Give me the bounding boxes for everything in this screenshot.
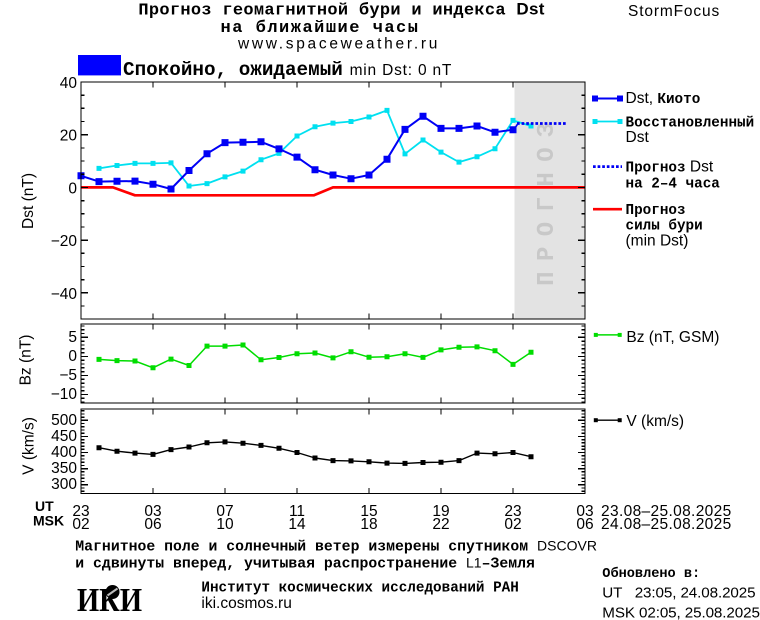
svg-text:на ближайшие часы: на ближайшие часы <box>221 19 420 38</box>
svg-text:03: 03 <box>576 503 593 520</box>
svg-text:www.spaceweather.ru: www.spaceweather.ru <box>237 36 440 53</box>
svg-text:450: 450 <box>51 428 77 445</box>
svg-text:Прогноз: Прогноз <box>626 203 686 219</box>
svg-text:−10: −10 <box>51 386 78 403</box>
svg-text:23.08–25.08.2025: 23.08–25.08.2025 <box>601 503 732 520</box>
svg-text:23: 23 <box>72 503 89 520</box>
svg-text:ПРОГНОЗ: ПРОГНОЗ <box>534 112 561 286</box>
svg-text:400: 400 <box>51 444 77 461</box>
svg-text:min Dst: 0 nT: min Dst: 0 nT <box>350 62 453 79</box>
svg-text:−40: −40 <box>51 286 78 303</box>
svg-text:Прогноз Dst: Прогноз Dst <box>626 159 714 177</box>
svg-text:MSK 02:05, 25.08.2025: MSK 02:05, 25.08.2025 <box>602 604 760 620</box>
svg-text:Спокойно, ожидаемый: Спокойно, ожидаемый <box>123 59 343 81</box>
svg-text:на 2–4 часа: на 2–4 часа <box>626 177 721 193</box>
svg-text:350: 350 <box>51 460 77 477</box>
svg-text:18: 18 <box>360 516 377 533</box>
svg-text:500: 500 <box>51 412 77 429</box>
svg-text:−20: −20 <box>51 233 78 250</box>
svg-text:Восстановленный: Восстановленный <box>626 115 755 131</box>
svg-text:300: 300 <box>51 476 77 493</box>
svg-text:02: 02 <box>72 516 89 533</box>
svg-text:V (km/s): V (km/s) <box>626 413 684 430</box>
svg-text:MSK: MSK <box>33 513 64 529</box>
svg-text:15: 15 <box>360 503 377 520</box>
svg-text:Dst (nT): Dst (nT) <box>20 173 37 229</box>
svg-text:Bz (nT, GSM): Bz (nT, GSM) <box>626 329 719 346</box>
svg-text:19: 19 <box>432 503 449 520</box>
svg-text:03: 03 <box>144 503 161 520</box>
svg-text:11: 11 <box>289 503 305 520</box>
svg-text:UT: UT <box>35 498 54 514</box>
svg-text:Прогноз геомагнитной бури и ин: Прогноз геомагнитной бури и индекса Dst <box>138 0 544 21</box>
svg-text:StormFocus: StormFocus <box>628 3 720 20</box>
svg-text:(min Dst): (min Dst) <box>626 233 689 250</box>
svg-text:iki.cosmos.ru: iki.cosmos.ru <box>201 595 291 612</box>
svg-text:−5: −5 <box>59 367 77 384</box>
svg-text:07: 07 <box>216 503 233 520</box>
svg-text:10: 10 <box>216 516 234 533</box>
svg-text:14: 14 <box>288 516 306 533</box>
svg-text:40: 40 <box>60 75 78 92</box>
svg-text:Bz (nT): Bz (nT) <box>18 335 35 386</box>
svg-text:22: 22 <box>432 516 449 533</box>
svg-text:5: 5 <box>68 329 77 346</box>
svg-text:Dst, Киото: Dst, Киото <box>626 90 701 108</box>
svg-text:02: 02 <box>504 516 521 533</box>
svg-text:0: 0 <box>68 180 77 197</box>
svg-text:06: 06 <box>144 516 161 533</box>
svg-text:Dst: Dst <box>626 129 650 146</box>
svg-text:Обновлено в:: Обновлено в: <box>602 566 700 582</box>
svg-text:Институт космических исследова: Институт космических исследований РАН <box>201 581 518 597</box>
svg-text:23: 23 <box>504 503 521 520</box>
svg-text:и сдвинуты вперед, учитывая ра: и сдвинуты вперед, учитывая распростране… <box>75 555 535 573</box>
svg-text:06: 06 <box>576 516 593 533</box>
svg-text:0: 0 <box>68 348 77 365</box>
svg-text:24.08–25.08.2025: 24.08–25.08.2025 <box>601 516 732 533</box>
svg-text:V (km/s): V (km/s) <box>20 417 37 475</box>
svg-text:Магнитное поле и солнечный вет: Магнитное поле и солнечный ветер измерен… <box>75 538 597 556</box>
svg-text:UT 23:05, 24.08.2025: UT 23:05, 24.08.2025 <box>602 584 755 601</box>
svg-text:силы бури: силы бури <box>626 219 703 235</box>
svg-text:20: 20 <box>60 128 78 145</box>
